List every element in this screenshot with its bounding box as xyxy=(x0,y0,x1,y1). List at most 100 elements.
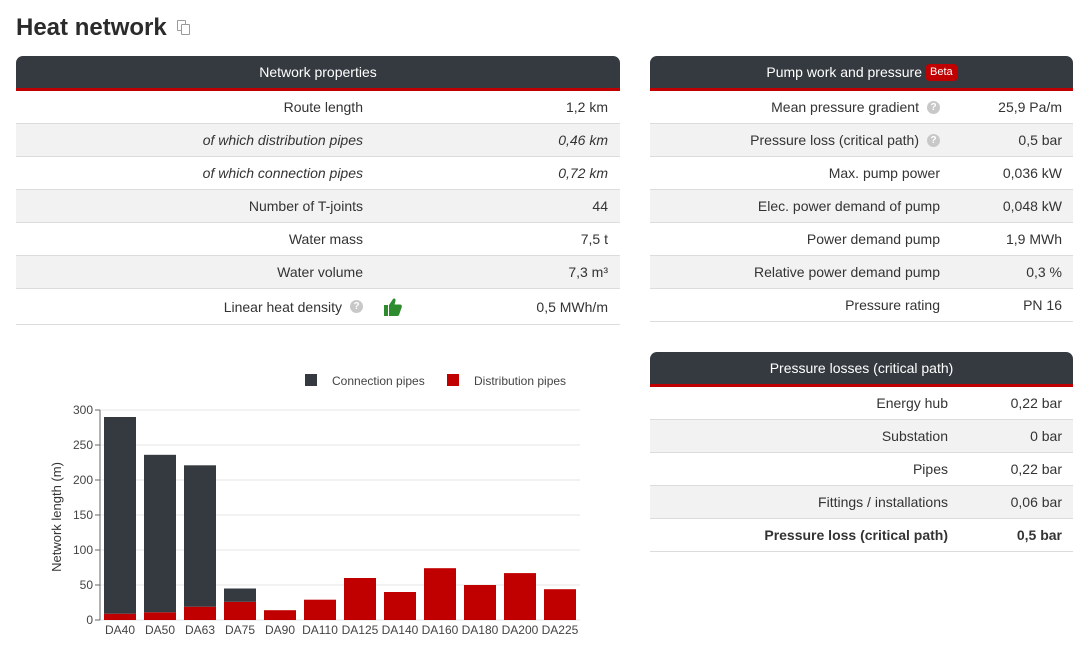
row-value: 0 bar xyxy=(1030,428,1062,444)
table-row: Energy hub 0,22 bar xyxy=(650,387,1073,420)
question-icon[interactable]: ? xyxy=(350,300,363,313)
y-tick-label: 0 xyxy=(86,613,93,627)
pump-work-title: Pump work and pressure xyxy=(766,64,922,80)
row-value: 25,9 Pa/m xyxy=(998,99,1062,115)
y-tick-label: 200 xyxy=(73,473,93,487)
question-icon[interactable]: ? xyxy=(927,133,940,147)
row-label: Relative power demand pump xyxy=(754,264,940,280)
row-label: Pipes xyxy=(912,461,948,477)
x-tick-label: DA200 xyxy=(502,623,539,637)
bar-distribution-DA140 xyxy=(384,592,416,620)
bar-connection-DA50 xyxy=(144,454,176,613)
table-row: Water mass 7,5 t xyxy=(16,223,620,256)
bar-distribution-DA180 xyxy=(464,585,496,620)
table-row: Relative power demand pump 0,3 % xyxy=(650,256,1073,289)
table-row: Linear heat density ? 0,5 MWh/m xyxy=(16,289,620,325)
x-tick-label: DA160 xyxy=(422,623,459,637)
row-label: Linear heat density ? xyxy=(16,299,363,315)
y-tick-label: 50 xyxy=(80,578,94,592)
bar-distribution-DA90 xyxy=(264,610,296,620)
pressure-loss-label: Pressure loss (critical path) xyxy=(750,132,919,148)
legend-swatch xyxy=(305,374,317,386)
x-tick-label: DA63 xyxy=(185,623,215,637)
row-value: 7,5 t xyxy=(580,231,608,247)
table-row: Substation 0 bar xyxy=(650,420,1073,453)
table-row: Fittings / installations 0,06 bar xyxy=(650,486,1073,519)
y-axis-title: Network length (m) xyxy=(49,462,64,572)
x-tick-label: DA40 xyxy=(105,623,135,637)
network-properties-panel: Network properties Route length 1,2 km o… xyxy=(16,56,620,325)
table-row: Number of T-joints 44 xyxy=(16,190,620,223)
bar-connection-DA63 xyxy=(184,465,216,607)
x-tick-label: DA225 xyxy=(542,623,579,637)
table-row: Route length 1,2 km xyxy=(16,91,620,124)
thumbs-up-icon xyxy=(384,298,402,316)
row-value: 0,5 bar xyxy=(1016,527,1062,543)
row-label: Fittings / installations xyxy=(818,494,948,510)
network-length-chart: 0 50 100 150 200 250 300 Network length (m) DA40… xyxy=(49,374,580,637)
legend-label: Distribution pipes xyxy=(474,374,566,388)
row-value: 0,22 bar xyxy=(1010,461,1062,477)
bar-distribution-DA225 xyxy=(544,589,576,620)
x-tick-label: DA180 xyxy=(462,623,499,637)
pressure-losses-header: Pressure losses (critical path) xyxy=(650,352,1073,387)
row-label: Pressure loss (critical path) ? xyxy=(650,132,940,148)
table-row: Power demand pump 1,9 MWh xyxy=(650,223,1073,256)
row-value: 7,3 m³ xyxy=(568,264,608,280)
network-properties-title: Network properties xyxy=(259,64,377,80)
table-row: Mean pressure gradient ? 25,9 Pa/m xyxy=(650,91,1073,124)
question-icon[interactable]: ? xyxy=(927,100,940,114)
row-label: Route length xyxy=(283,99,363,115)
row-value: 1,9 MWh xyxy=(1005,231,1062,247)
row-value: PN 16 xyxy=(1023,297,1062,313)
bar-distribution-DA110 xyxy=(304,599,336,620)
row-label: Energy hub xyxy=(876,395,948,411)
row-value: 0,22 bar xyxy=(1010,395,1062,411)
row-value: 0,5 bar xyxy=(1018,132,1062,148)
y-tick-label: 300 xyxy=(73,403,93,417)
row-value: 1,2 km xyxy=(565,99,608,115)
bar-distribution-DA200 xyxy=(504,573,536,620)
page-title: Heat network xyxy=(16,14,191,42)
row-label: Power demand pump xyxy=(806,231,940,247)
bar-connection-DA40 xyxy=(104,417,136,614)
pump-work-panel: Pump work and pressure Beta Mean pressur… xyxy=(650,56,1073,322)
y-tick-label: 100 xyxy=(73,543,93,557)
table-row: Pipes 0,22 bar xyxy=(650,453,1073,486)
x-tick-label: DA50 xyxy=(145,623,175,637)
bar-distribution-DA75 xyxy=(224,601,256,620)
copy-icon[interactable] xyxy=(176,20,191,36)
row-value: 0,06 bar xyxy=(1010,494,1062,510)
x-tick-label: DA75 xyxy=(225,623,255,637)
table-row: of which distribution pipes 0,46 km xyxy=(16,124,620,157)
row-label: Water volume xyxy=(277,264,363,280)
row-value: 0,5 MWh/m xyxy=(536,298,608,315)
bar-distribution-DA40 xyxy=(104,613,136,620)
bar-connection-DA75 xyxy=(224,588,256,602)
table-row: of which connection pipes 0,72 km xyxy=(16,157,620,190)
row-value: 0,46 km xyxy=(558,132,608,148)
bar-distribution-DA125 xyxy=(344,578,376,620)
row-label: of which connection pipes xyxy=(202,165,363,181)
x-tick-label: DA110 xyxy=(302,623,338,637)
table-row: Water volume 7,3 m³ xyxy=(16,256,620,289)
linear-heat-density-label: Linear heat density xyxy=(223,298,342,315)
bar-distribution-DA160 xyxy=(424,568,456,620)
network-properties-header: Network properties xyxy=(16,56,620,91)
mean-pressure-gradient-label: Mean pressure gradient xyxy=(771,99,919,115)
beta-badge: Beta xyxy=(926,63,957,81)
page-title-text: Heat network xyxy=(16,14,167,41)
row-label: of which distribution pipes xyxy=(202,132,363,148)
row-value: 0,036 kW xyxy=(1002,165,1062,181)
row-value: 0,72 km xyxy=(558,165,608,181)
pressure-losses-title: Pressure losses (critical path) xyxy=(769,360,954,376)
table-row: Max. pump power 0,036 kW xyxy=(650,157,1073,190)
pressure-losses-panel: Pressure losses (critical path) Energy h… xyxy=(650,352,1073,552)
table-row: Pressure loss (critical path) ? 0,5 bar xyxy=(650,124,1073,157)
pump-work-header: Pump work and pressure Beta xyxy=(650,56,1073,91)
table-row: Elec. power demand of pump 0,048 kW xyxy=(650,190,1073,223)
legend-label: Connection pipes xyxy=(332,374,425,388)
row-value: 0,048 kW xyxy=(1002,198,1062,214)
row-label: Mean pressure gradient ? xyxy=(650,99,940,115)
x-tick-label: DA90 xyxy=(265,623,295,637)
